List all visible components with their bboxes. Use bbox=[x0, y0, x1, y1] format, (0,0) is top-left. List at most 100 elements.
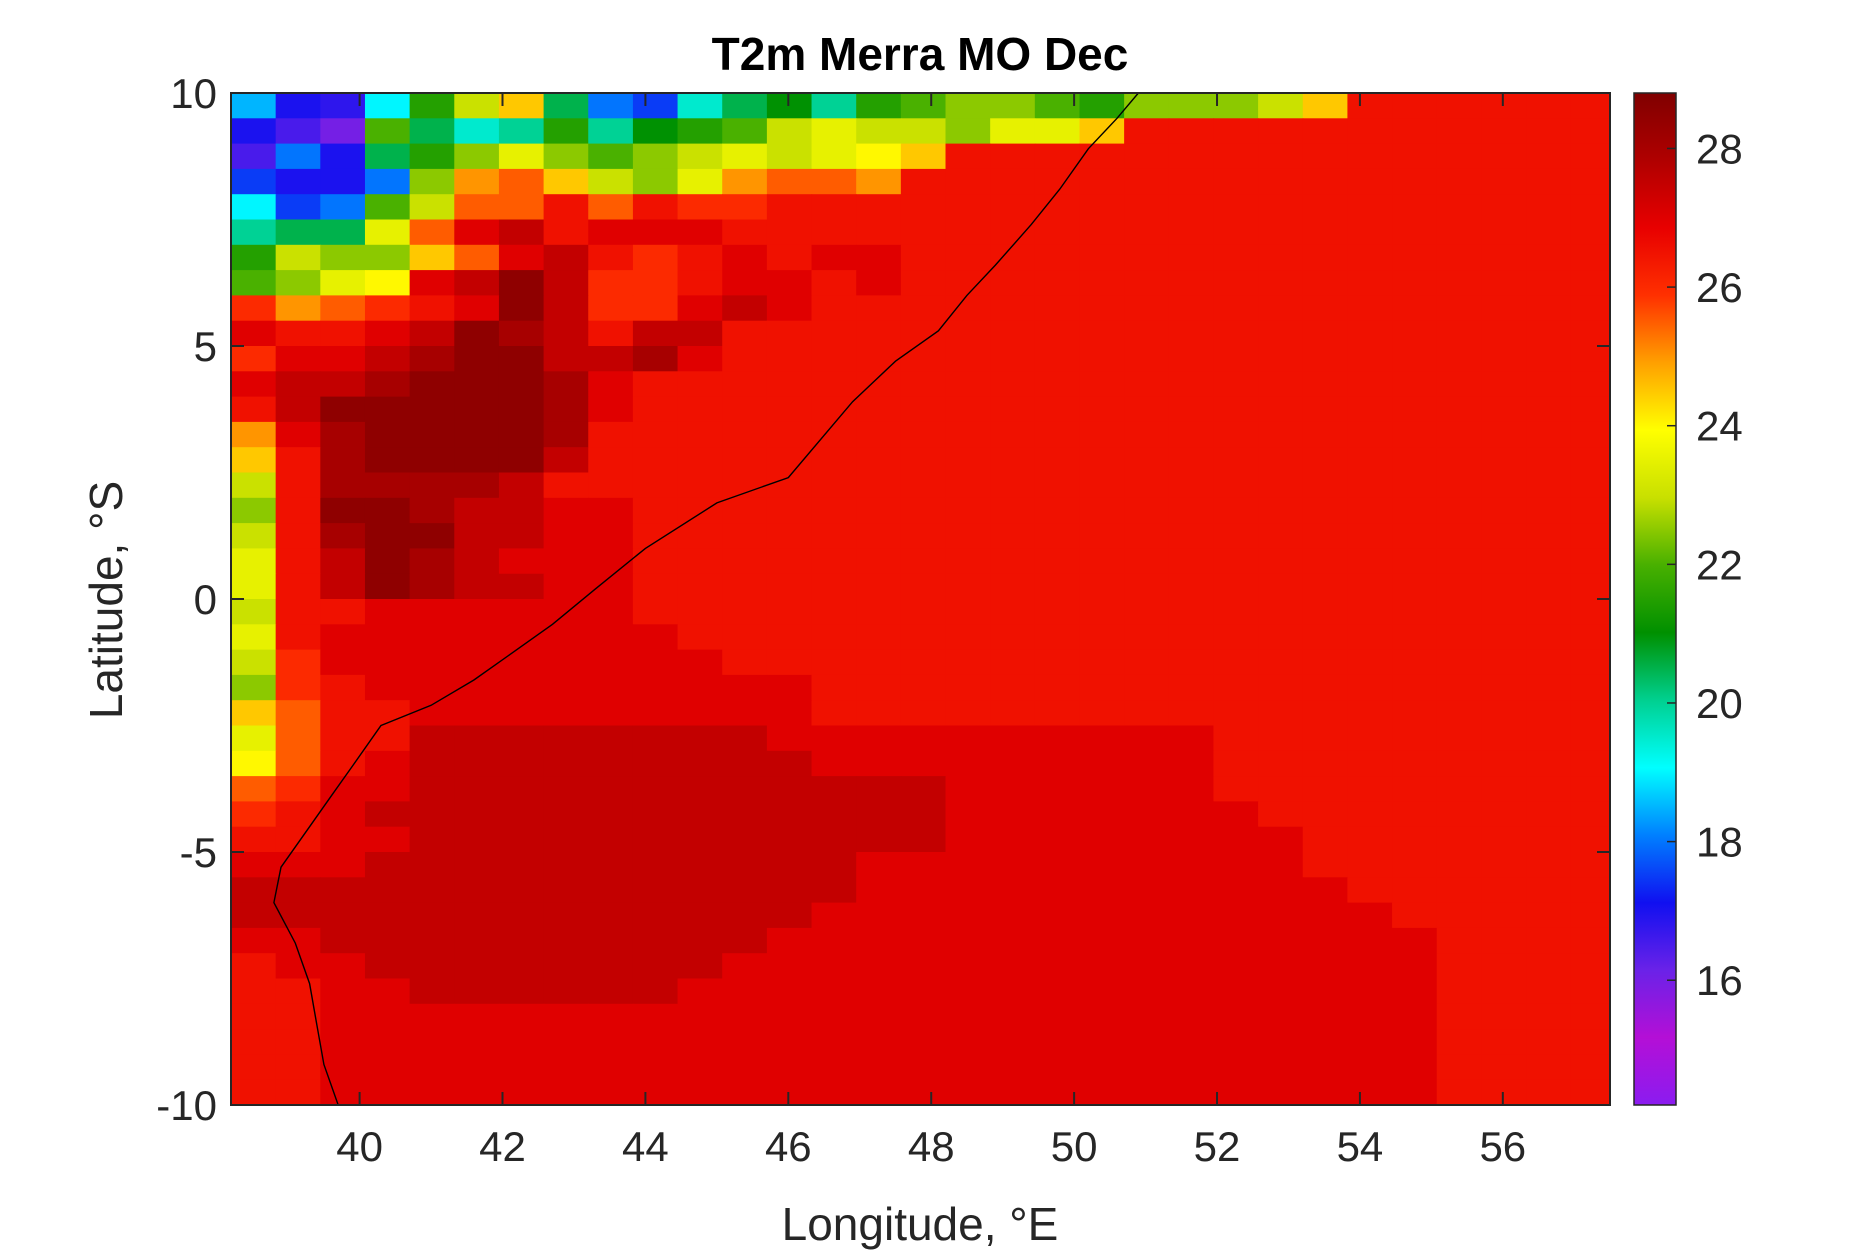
heatmap-cell bbox=[766, 523, 813, 549]
heatmap-cell bbox=[1302, 852, 1349, 878]
heatmap-cell bbox=[677, 826, 723, 853]
heatmap-cell bbox=[409, 346, 455, 372]
heatmap-cell bbox=[677, 725, 723, 752]
heatmap-cell bbox=[231, 978, 277, 1005]
heatmap-cell bbox=[231, 927, 277, 954]
heatmap-cell bbox=[1302, 396, 1349, 423]
heatmap-cell bbox=[1481, 346, 1527, 372]
heatmap-cell bbox=[364, 801, 411, 828]
heatmap-cell bbox=[543, 1054, 589, 1081]
heatmap-cell bbox=[231, 674, 277, 701]
heatmap-cell bbox=[677, 573, 723, 600]
colorbar-tick-label: 26 bbox=[1696, 264, 1743, 311]
heatmap-cell bbox=[1302, 447, 1349, 474]
heatmap-cell bbox=[900, 599, 947, 625]
heatmap-cell bbox=[498, 700, 545, 727]
heatmap-cell bbox=[1526, 447, 1572, 474]
heatmap-cell bbox=[1124, 168, 1170, 195]
heatmap-cell bbox=[1481, 826, 1527, 853]
heatmap-cell bbox=[1526, 346, 1572, 372]
heatmap-cell bbox=[588, 548, 634, 575]
heatmap-cell bbox=[543, 548, 589, 575]
heatmap-cell bbox=[364, 674, 411, 701]
heatmap-cell bbox=[543, 295, 589, 322]
heatmap-cell bbox=[766, 168, 813, 195]
heatmap-cell bbox=[409, 447, 455, 474]
heatmap-cell bbox=[1526, 244, 1572, 271]
heatmap-cell bbox=[1526, 118, 1572, 145]
heatmap-cell bbox=[498, 1054, 545, 1081]
heatmap-cell bbox=[677, 953, 723, 980]
heatmap-cell bbox=[632, 523, 679, 549]
heatmap-cell bbox=[1168, 674, 1215, 701]
heatmap-cell bbox=[990, 877, 1036, 904]
heatmap-cell bbox=[364, 953, 411, 980]
heatmap-cell bbox=[1347, 219, 1393, 246]
coastline-line bbox=[273, 92, 1139, 1106]
heatmap-cell bbox=[320, 826, 366, 853]
heatmap-cell bbox=[1258, 219, 1304, 246]
heatmap-cell bbox=[766, 244, 813, 271]
heatmap-cell bbox=[231, 1003, 277, 1030]
heatmap-cell bbox=[900, 1029, 947, 1055]
heatmap-cell bbox=[364, 826, 411, 853]
heatmap-cell bbox=[231, 750, 277, 777]
heatmap-cell bbox=[1168, 927, 1215, 954]
heatmap-cell bbox=[1124, 978, 1170, 1005]
heatmap-cell bbox=[1481, 93, 1527, 119]
heatmap-cell bbox=[1392, 270, 1438, 296]
heatmap-cell bbox=[1079, 396, 1125, 423]
heatmap-cell bbox=[409, 396, 455, 423]
heatmap-cell bbox=[275, 674, 321, 701]
heatmap-cell bbox=[1213, 371, 1259, 398]
heatmap-cell bbox=[766, 674, 813, 701]
heatmap-cell bbox=[1034, 674, 1081, 701]
heatmap-cell bbox=[543, 168, 589, 195]
heatmap-cell bbox=[231, 421, 277, 448]
heatmap-cell bbox=[945, 852, 991, 878]
heatmap-cell bbox=[1302, 346, 1349, 372]
heatmap-cell bbox=[1526, 852, 1572, 878]
heatmap-cell bbox=[766, 624, 813, 651]
heatmap-cell bbox=[722, 852, 768, 878]
heatmap-cell bbox=[1079, 902, 1125, 929]
heatmap-cell bbox=[320, 750, 366, 777]
heatmap-cell bbox=[543, 1003, 589, 1030]
heatmap-cell bbox=[1392, 725, 1438, 752]
heatmap-cell bbox=[677, 700, 723, 727]
heatmap-cell bbox=[1168, 93, 1215, 119]
heatmap-cell bbox=[856, 497, 902, 524]
heatmap-cell bbox=[1526, 194, 1572, 221]
heatmap-cell bbox=[945, 750, 991, 777]
heatmap-cell bbox=[1034, 599, 1081, 625]
heatmap-cell bbox=[945, 877, 991, 904]
heatmap-cell bbox=[1526, 523, 1572, 549]
heatmap-cell bbox=[990, 978, 1036, 1005]
heatmap-cell bbox=[1079, 1029, 1125, 1055]
heatmap-cell bbox=[231, 1054, 277, 1081]
heatmap-cell bbox=[498, 978, 545, 1005]
heatmap-cell bbox=[498, 472, 545, 499]
heatmap-cell bbox=[811, 396, 857, 423]
heatmap-cell bbox=[498, 852, 545, 878]
heatmap-cell bbox=[1436, 826, 1482, 853]
heatmap-cell bbox=[945, 548, 991, 575]
heatmap-cell bbox=[1302, 700, 1349, 727]
heatmap-cell bbox=[364, 194, 411, 221]
heatmap-cell bbox=[1168, 219, 1215, 246]
heatmap-cell bbox=[632, 118, 679, 145]
heatmap-cell bbox=[677, 927, 723, 954]
heatmap-cell bbox=[320, 1003, 366, 1030]
heatmap-cell bbox=[1570, 902, 1611, 929]
heatmap-cell bbox=[766, 978, 813, 1005]
heatmap-cell bbox=[275, 346, 321, 372]
heatmap-cell bbox=[1213, 1054, 1259, 1081]
heatmap-cell bbox=[856, 548, 902, 575]
heatmap-cell bbox=[543, 447, 589, 474]
heatmap-cell bbox=[1570, 953, 1611, 980]
heatmap-cell bbox=[588, 877, 634, 904]
heatmap-cell bbox=[1302, 725, 1349, 752]
heatmap-cell bbox=[1168, 320, 1215, 347]
heatmap-cell bbox=[1079, 168, 1125, 195]
heatmap-cell bbox=[454, 295, 500, 322]
